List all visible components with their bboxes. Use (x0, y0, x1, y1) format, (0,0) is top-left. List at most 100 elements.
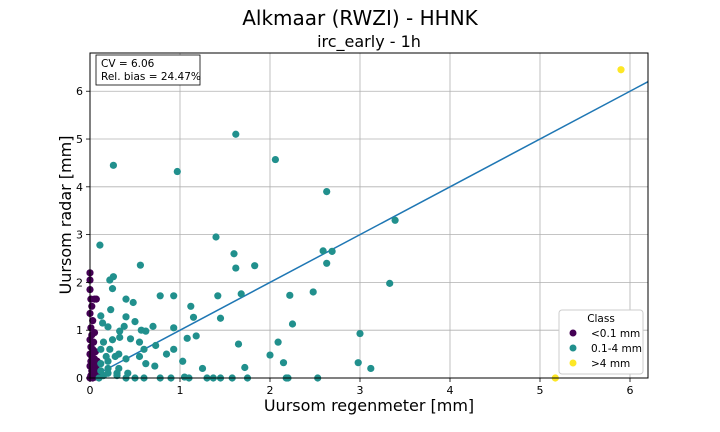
data-point (271, 155, 279, 164)
data-point (122, 313, 130, 321)
y-ticks: 0 1 2 3 4 5 6 (76, 85, 90, 385)
data-point (140, 345, 148, 353)
data-point (96, 241, 104, 249)
bias-text: Rel. bias = 24.47% (101, 71, 201, 83)
data-point (126, 335, 135, 343)
data-point (107, 306, 115, 314)
data-point (135, 352, 144, 361)
data-point (237, 290, 245, 298)
y-tick-label: 4 (76, 181, 83, 194)
data-point (122, 355, 130, 363)
data-point (89, 317, 97, 325)
data-point (173, 167, 181, 176)
data-point (156, 292, 164, 300)
fit-line-group (89, 81, 649, 379)
data-point (170, 324, 178, 332)
data-point (216, 314, 225, 322)
data-point (122, 295, 130, 303)
data-point (142, 360, 150, 368)
data-point (97, 360, 105, 368)
data-point (183, 334, 191, 342)
data-point (214, 292, 222, 300)
x-tick-label: 2 (267, 384, 274, 397)
x-tick-label: 4 (447, 384, 454, 397)
data-point (104, 323, 112, 331)
y-tick-label: 5 (76, 133, 83, 146)
data-point (309, 288, 317, 296)
data-point (617, 66, 625, 74)
data-point (323, 188, 331, 196)
series-1 (95, 130, 399, 382)
data-point (266, 351, 274, 359)
legend-title: Class (587, 313, 615, 325)
data-point (319, 247, 327, 255)
data-point (386, 279, 394, 287)
data-point (99, 338, 108, 346)
data-point (108, 336, 117, 344)
data-point (279, 359, 288, 367)
data-point (232, 130, 240, 138)
y-tick-label: 1 (76, 324, 83, 337)
x-tick-label: 5 (537, 384, 544, 397)
data-point (97, 312, 105, 320)
data-point (131, 318, 139, 326)
stats-box: CV = 6.06 Rel. bias = 24.47% (95, 54, 201, 86)
x-tick-label: 1 (177, 384, 184, 397)
data-point (136, 261, 144, 269)
data-point (97, 345, 105, 353)
y-axis-label: Uursom radar [mm] (56, 136, 75, 295)
data-point (106, 276, 114, 284)
y-tick-label: 6 (76, 85, 83, 98)
data-point (162, 350, 171, 358)
x-tick-label: 0 (87, 384, 94, 397)
x-axis-label: Uursom regenmeter [mm] (264, 396, 474, 415)
data-point (232, 264, 240, 272)
data-point (274, 338, 282, 346)
legend-label-01-4: 0.1-4 mm (591, 343, 642, 355)
data-point (212, 233, 220, 241)
data-point (187, 302, 195, 310)
data-points (86, 66, 625, 382)
y-tick-label: 2 (76, 276, 83, 289)
x-tick-label: 6 (627, 384, 634, 397)
data-point (179, 357, 187, 365)
legend: Class <0.1 mm 0.1-4 mm >4 mm (558, 309, 644, 375)
data-point (230, 250, 238, 258)
data-point (111, 352, 119, 361)
chart-subtitle: irc_early - 1h (317, 32, 421, 52)
data-point (88, 302, 96, 310)
data-point (109, 161, 117, 169)
fit-line (89, 81, 649, 379)
legend-label-lt01: <0.1 mm (591, 328, 640, 340)
data-point (116, 333, 124, 341)
data-point (323, 259, 331, 267)
data-point (286, 291, 294, 299)
data-point (151, 362, 159, 370)
data-point (198, 364, 207, 373)
data-point (149, 322, 157, 330)
data-point (99, 319, 107, 327)
data-point (251, 262, 259, 270)
data-point (120, 322, 128, 330)
data-point (92, 295, 100, 303)
data-point (135, 338, 144, 346)
legend-marker-lt01 (569, 329, 577, 337)
data-point (142, 327, 150, 335)
cv-text: CV = 6.06 (101, 58, 155, 70)
legend-marker-01-4 (569, 344, 577, 352)
data-point (108, 285, 117, 293)
data-point (241, 363, 249, 372)
legend-label-gt4: >4 mm (591, 358, 630, 370)
data-point (129, 298, 137, 307)
data-point (288, 320, 297, 328)
x-ticks: 0 1 2 3 4 5 6 (87, 378, 634, 397)
data-point (116, 327, 124, 335)
stats-box-frame (95, 54, 201, 86)
data-point (170, 292, 178, 300)
chart-title: Alkmaar (RWZI) - HHNK (242, 6, 478, 30)
data-point (234, 340, 243, 348)
data-point (113, 372, 121, 380)
y-tick-label: 3 (76, 229, 83, 242)
data-point (106, 345, 114, 353)
